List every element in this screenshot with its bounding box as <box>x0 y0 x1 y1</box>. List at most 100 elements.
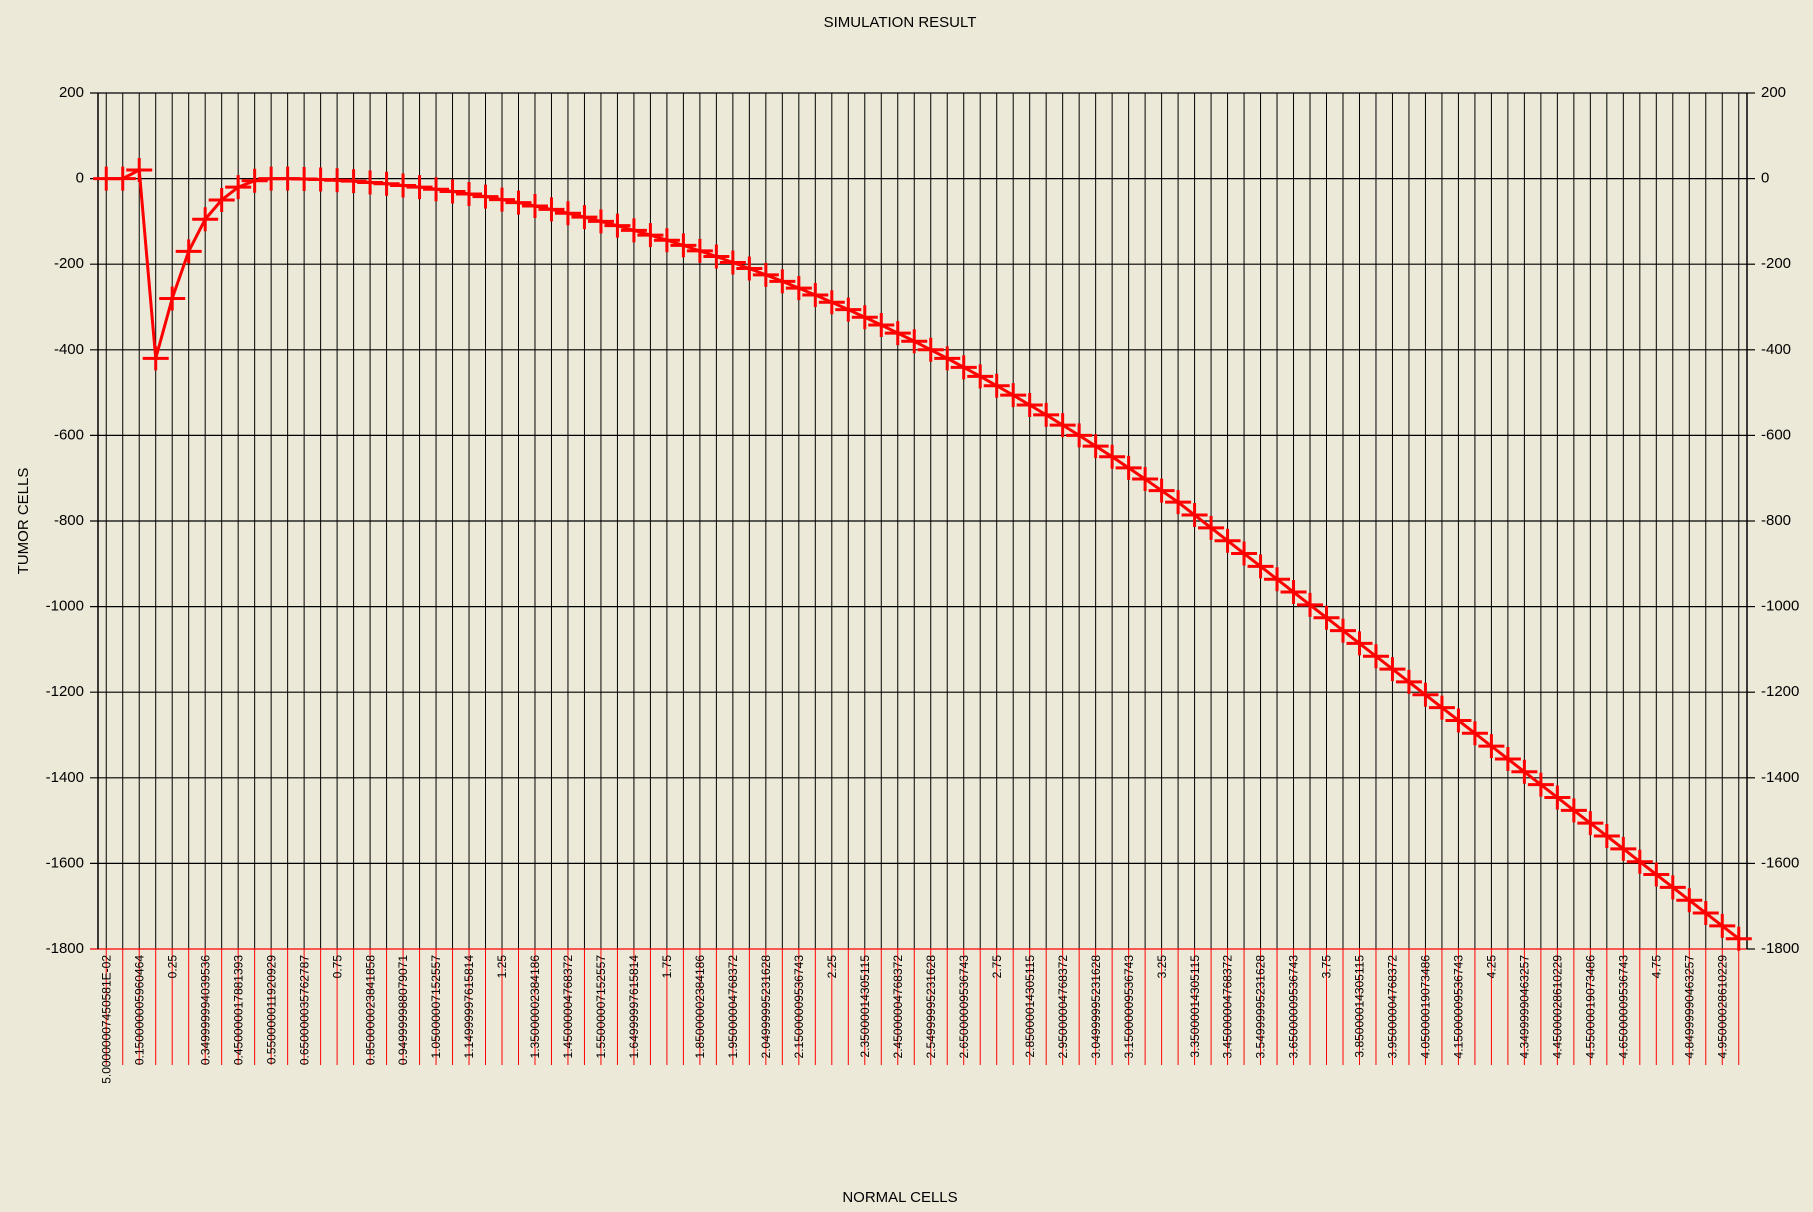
marker <box>1280 580 1307 605</box>
x-tick-label: 1.75 <box>660 955 674 979</box>
x-tick-label: 0.450000017881393 <box>231 955 245 1065</box>
marker <box>1346 631 1373 656</box>
marker <box>1066 423 1093 448</box>
marker <box>637 223 664 248</box>
x-tick-label: 1.14999997615814 <box>462 955 476 1059</box>
marker <box>1033 402 1060 427</box>
marker <box>1659 875 1686 900</box>
marker <box>126 158 153 183</box>
x-tick-label: 2.75 <box>990 955 1004 979</box>
marker <box>1577 811 1604 836</box>
marker <box>1676 888 1703 913</box>
marker <box>1527 772 1554 797</box>
marker <box>571 205 598 230</box>
marker <box>538 197 565 222</box>
marker <box>1214 528 1241 553</box>
marker <box>1148 478 1175 503</box>
y2-tick-label: -800 <box>1761 512 1791 529</box>
marker <box>423 177 450 202</box>
marker <box>1709 913 1736 938</box>
marker <box>967 364 994 389</box>
x-tick-label: 4.45000028610229 <box>1551 955 1565 1059</box>
x-tick-label: 0.550000011920929 <box>264 955 278 1065</box>
x-tick-label: 3.45000004768372 <box>1221 955 1235 1059</box>
marker <box>406 175 433 200</box>
x-tick-label: 2.15000009536743 <box>792 955 806 1059</box>
x-tick-label: 4.15000009536743 <box>1452 955 1466 1059</box>
marker <box>785 276 812 301</box>
x-tick-label: 3.25 <box>1155 955 1169 979</box>
marker <box>1329 618 1356 643</box>
marker <box>1132 467 1159 492</box>
y2-tick-label: 0 <box>1761 170 1769 187</box>
x-tick-label: 4.25 <box>1485 955 1499 979</box>
marker <box>1099 444 1126 469</box>
marker <box>802 283 829 308</box>
x-tick-label: 2.65000009536743 <box>957 955 971 1059</box>
y2-tick-label: -1800 <box>1761 940 1799 957</box>
marker <box>868 312 895 337</box>
x-axis-label: NORMAL CELLS <box>842 1189 957 1206</box>
y2-tick-label: -200 <box>1761 255 1791 272</box>
x-tick-label: 3.85000014305115 <box>1353 955 1367 1058</box>
marker <box>1297 592 1324 617</box>
marker <box>192 207 219 232</box>
marker <box>505 190 532 215</box>
marker <box>604 213 631 238</box>
marker <box>983 373 1010 398</box>
marker <box>752 262 779 287</box>
marker <box>587 209 614 234</box>
y-tick-label: 200 <box>59 84 84 101</box>
y2-tick-label: -1200 <box>1761 683 1799 700</box>
marker <box>1313 605 1340 630</box>
marker <box>950 355 977 380</box>
marker <box>373 171 400 196</box>
x-tick-label: 0.25 <box>165 955 179 979</box>
marker <box>521 193 548 218</box>
y2-tick-label: 200 <box>1761 84 1786 101</box>
marker <box>489 187 516 212</box>
x-tick-label: 1.95000004768372 <box>726 955 740 1059</box>
x-tick-label: 0.949999988079071 <box>396 955 410 1065</box>
y-tick-label: -200 <box>54 255 84 272</box>
y-tick-label: -1400 <box>46 769 84 786</box>
marker <box>1049 413 1076 438</box>
x-tick-label: 3.15000009536743 <box>1122 955 1136 1059</box>
marker <box>1395 669 1422 694</box>
marker <box>1544 785 1571 810</box>
marker <box>835 297 862 322</box>
y2-tick-label: -400 <box>1761 341 1791 358</box>
marker <box>109 166 136 191</box>
marker <box>934 346 961 371</box>
marker <box>1461 721 1488 746</box>
marker <box>1181 503 1208 528</box>
x-tick-label: 3.75 <box>1320 955 1334 979</box>
x-tick-label: 3.95000004768372 <box>1386 955 1400 1059</box>
marker <box>917 337 944 362</box>
x-tick-label: 4.05000019073486 <box>1419 955 1433 1059</box>
x-tick-label: 0.850000023841858 <box>363 955 377 1065</box>
y2-tick-label: -1400 <box>1761 769 1799 786</box>
marker <box>620 218 647 243</box>
marker <box>769 269 796 294</box>
x-tick-label: 4.55000019073486 <box>1584 955 1598 1059</box>
y-tick-label: -800 <box>54 512 84 529</box>
marker <box>1198 515 1225 540</box>
marker <box>1115 455 1142 480</box>
marker <box>1412 682 1439 707</box>
y-axis-label: TUMOR CELLS <box>15 468 32 575</box>
x-tick-label: 1.05000007152557 <box>429 955 443 1059</box>
x-tick-label: 3.54999995231628 <box>1254 955 1268 1059</box>
marker <box>653 228 680 253</box>
marker <box>241 168 268 193</box>
marker <box>1264 567 1291 592</box>
marker <box>1511 759 1538 784</box>
x-tick-label: 3.04999995231628 <box>1089 955 1103 1059</box>
x-tick-label: 1.45000004768372 <box>561 955 575 1059</box>
x-tick-label: 3.35000014305115 <box>1188 955 1202 1058</box>
y-tick-label: -600 <box>54 426 84 443</box>
marker <box>225 175 252 200</box>
marker <box>670 233 697 258</box>
marker <box>1379 657 1406 682</box>
